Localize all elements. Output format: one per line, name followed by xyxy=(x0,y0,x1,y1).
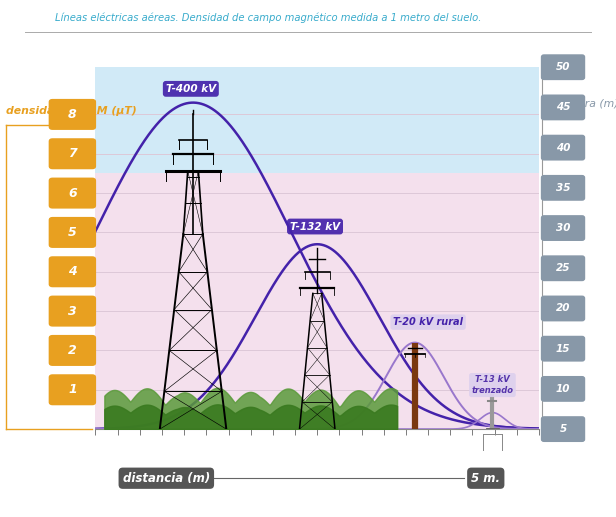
Text: 30: 30 xyxy=(556,223,570,233)
Text: densidad de C.M (µT): densidad de C.M (µT) xyxy=(6,105,137,116)
Text: 40: 40 xyxy=(556,143,570,153)
Text: 2: 2 xyxy=(68,344,77,357)
Text: altura (m): altura (m) xyxy=(564,98,616,109)
Text: T-13 kV
trenzado: T-13 kV trenzado xyxy=(471,375,513,395)
Text: 20: 20 xyxy=(556,303,570,313)
Text: 6: 6 xyxy=(68,187,77,200)
Text: 10: 10 xyxy=(556,384,570,394)
Text: 4: 4 xyxy=(68,265,77,278)
Text: 1: 1 xyxy=(68,383,77,396)
FancyBboxPatch shape xyxy=(486,428,499,434)
Text: distancia (m): distancia (m) xyxy=(123,472,210,485)
Text: T-400 kV: T-400 kV xyxy=(166,84,216,94)
Text: 50: 50 xyxy=(556,62,570,72)
Text: 8: 8 xyxy=(68,108,77,121)
Text: 15: 15 xyxy=(556,344,570,354)
Text: T-20 kV rural: T-20 kV rural xyxy=(393,317,463,327)
Text: 5: 5 xyxy=(559,424,567,434)
Text: Líneas eléctricas aéreas. Densidad de campo magnético medida a 1 metro del suelo: Líneas eléctricas aéreas. Densidad de ca… xyxy=(55,13,482,23)
Text: 7: 7 xyxy=(68,147,77,160)
Text: 5: 5 xyxy=(68,226,77,239)
Text: 25: 25 xyxy=(556,263,570,273)
Text: 35: 35 xyxy=(556,183,570,193)
Text: 5 m.: 5 m. xyxy=(471,472,500,485)
Text: 3: 3 xyxy=(68,305,77,317)
Text: 45: 45 xyxy=(556,102,570,112)
Text: T-132 kV: T-132 kV xyxy=(290,221,340,232)
